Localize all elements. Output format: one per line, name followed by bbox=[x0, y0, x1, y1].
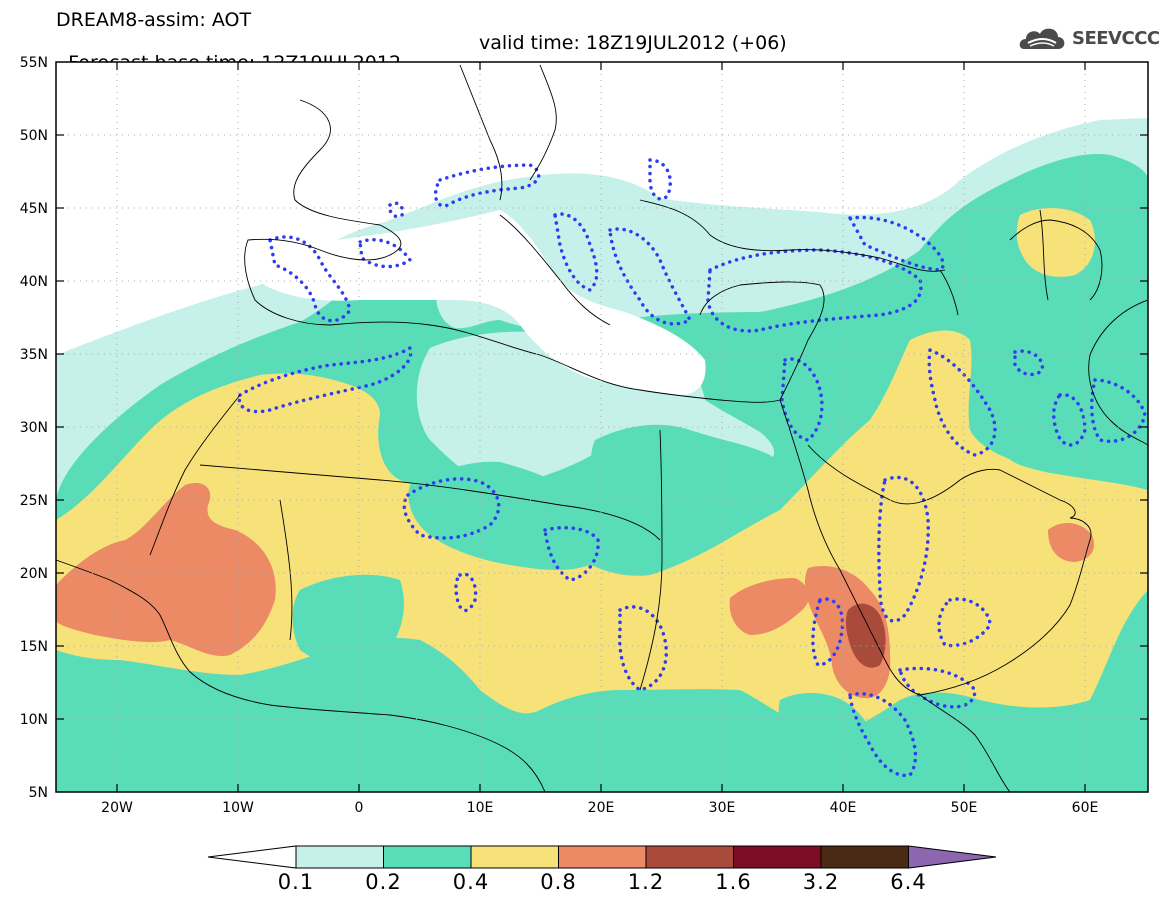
lon-label: 20W bbox=[101, 800, 133, 816]
graticule bbox=[56, 62, 1148, 792]
lat-label: 15N bbox=[20, 639, 48, 655]
axis-ticks bbox=[56, 62, 1148, 792]
aot-band-0.8-sudan bbox=[729, 578, 810, 635]
colorbar-label: 1.6 bbox=[715, 870, 752, 894]
colorbar-label: 0.4 bbox=[452, 870, 490, 894]
aot-band-0.8-mauritania bbox=[56, 482, 276, 657]
aot-band-1.2 bbox=[845, 603, 886, 668]
lon-label: 10W bbox=[222, 800, 254, 816]
colorbar-label: 0.2 bbox=[365, 870, 402, 894]
colorbar-swatch bbox=[733, 845, 822, 869]
colorbar-swatch bbox=[645, 845, 734, 869]
aot-band-0.4-caspian bbox=[1016, 208, 1095, 277]
lat-label: 40N bbox=[20, 274, 48, 290]
lon-label: 30E bbox=[709, 800, 736, 816]
colorbar-label: 3.2 bbox=[802, 870, 840, 894]
lon-label: 50E bbox=[951, 800, 978, 816]
colorbar-high-arrow bbox=[908, 845, 997, 869]
colorbar-low-arrow bbox=[207, 845, 297, 869]
lat-label: 55N bbox=[20, 55, 48, 71]
colorbar-swatch bbox=[470, 845, 559, 869]
lat-label: 45N bbox=[20, 201, 48, 217]
colorbar-swatch bbox=[383, 845, 472, 869]
cloud-icon bbox=[1019, 28, 1065, 49]
lat-label: 20N bbox=[20, 566, 48, 582]
lat-label: 5N bbox=[29, 785, 48, 801]
aot-band-0.2-saharan-east bbox=[590, 424, 789, 566]
seevccc-logo: SEEVCCC bbox=[1018, 22, 1160, 54]
colorbar-swatch bbox=[820, 845, 909, 869]
lat-label: 25N bbox=[20, 493, 48, 509]
colorbar-swatch bbox=[295, 845, 384, 869]
colorbar-label: 1.2 bbox=[627, 870, 665, 894]
lat-label: 10N bbox=[20, 712, 48, 728]
coastlines bbox=[56, 64, 1148, 792]
colorbar bbox=[207, 845, 997, 869]
lon-labels: 20W 10W 0 10E 20E 30E 40E 50E 60E bbox=[101, 800, 1098, 816]
lon-label: 20E bbox=[588, 800, 615, 816]
colorbar-label: 6.4 bbox=[890, 870, 927, 894]
colorbar-swatch bbox=[558, 845, 647, 869]
observation-contours bbox=[237, 158, 1147, 778]
lat-labels: 55N 50N 45N 40N 35N 30N 25N 20N 15N 10N … bbox=[20, 55, 48, 801]
lon-label: 10E bbox=[467, 800, 494, 816]
aot-shading bbox=[56, 62, 1148, 792]
lon-label: 60E bbox=[1072, 800, 1099, 816]
lat-label: 30N bbox=[20, 420, 48, 436]
colorbar-label: 0.8 bbox=[540, 870, 577, 894]
lat-label: 35N bbox=[20, 347, 48, 363]
lat-label: 50N bbox=[20, 128, 48, 144]
lon-label: 40E bbox=[830, 800, 857, 816]
aot-band-0.8-oman bbox=[1048, 523, 1095, 562]
map-title: DREAM8-assim: AOT bbox=[56, 9, 252, 31]
colorbar-label: 0.1 bbox=[277, 870, 315, 894]
logo-text: SEEVCCC bbox=[1072, 27, 1160, 49]
aot-band-0.2-ethiopia bbox=[778, 693, 874, 775]
valid-time: valid time: 18Z19JUL2012 (+06) bbox=[479, 32, 787, 54]
aot-band-0.2-westafrica bbox=[292, 574, 404, 666]
aot-band-low bbox=[248, 210, 706, 395]
lon-label: 0 bbox=[355, 800, 364, 816]
